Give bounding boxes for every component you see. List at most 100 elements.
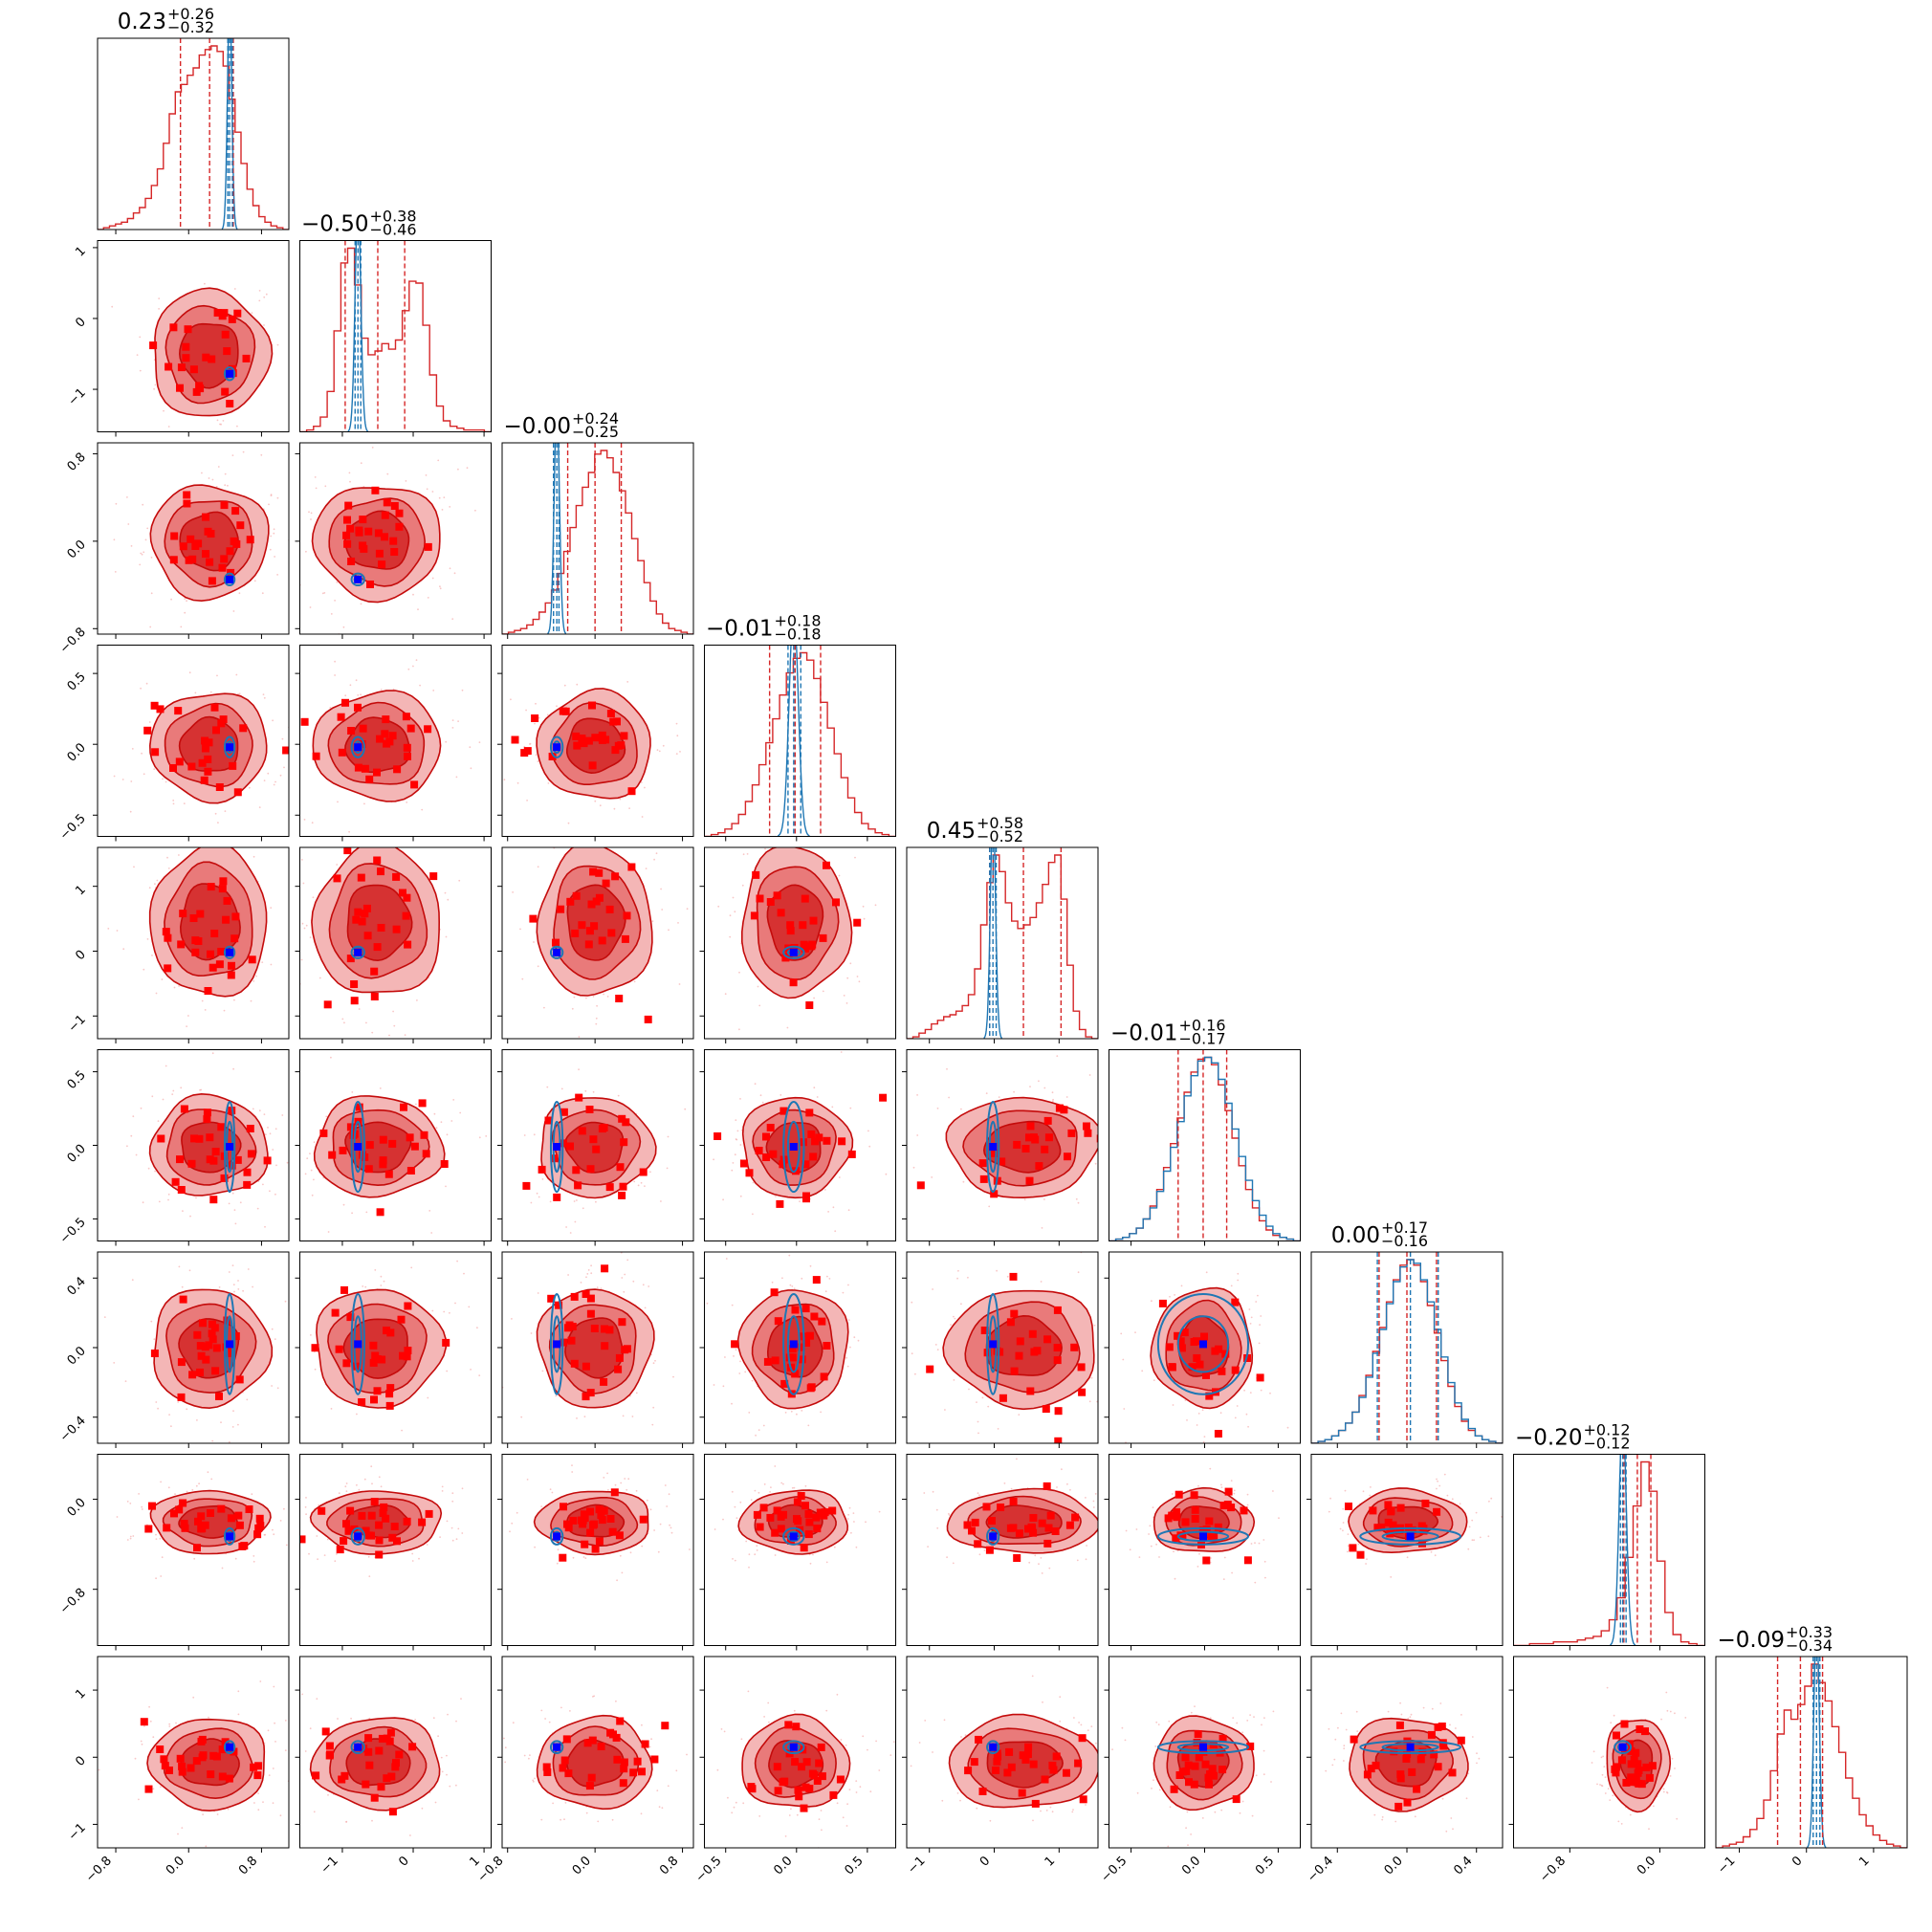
posterior-sample — [668, 1493, 670, 1496]
posterior-sample — [635, 1392, 638, 1394]
posterior-sample — [432, 690, 435, 692]
posterior-sample — [789, 1284, 792, 1286]
posterior-sample — [1174, 1577, 1176, 1580]
posterior-sample — [549, 1303, 552, 1305]
posterior-marker — [183, 499, 191, 508]
panel-content — [107, 847, 273, 1027]
posterior-sample — [406, 801, 408, 803]
posterior-sample — [270, 963, 273, 966]
posterior-sample — [1129, 1548, 1131, 1551]
posterior-sample — [739, 1195, 742, 1197]
posterior-sample — [154, 1170, 157, 1173]
posterior-marker — [392, 925, 401, 933]
posterior-marker — [999, 1394, 1007, 1402]
panel-title-value: −0.00 — [504, 414, 571, 439]
posterior-sample — [272, 1528, 274, 1531]
posterior-sample — [441, 1485, 444, 1488]
posterior-marker — [570, 1292, 579, 1301]
posterior-sample — [114, 571, 117, 573]
posterior-sample — [132, 1115, 135, 1118]
posterior-sample — [250, 999, 252, 1002]
posterior-sample — [261, 961, 264, 963]
posterior-sample — [1153, 1379, 1155, 1381]
posterior-sample — [217, 466, 220, 468]
posterior-sample — [216, 419, 219, 422]
posterior-sample — [1222, 1578, 1225, 1580]
posterior-sample — [509, 1530, 511, 1533]
posterior-marker — [828, 1506, 837, 1515]
posterior-sample — [852, 833, 854, 835]
posterior-marker — [377, 924, 385, 932]
panel-frame — [299, 240, 492, 432]
posterior-sample — [345, 1482, 348, 1484]
posterior-marker — [1060, 1106, 1068, 1114]
posterior-sample — [1113, 1343, 1115, 1345]
posterior-sample — [793, 1287, 796, 1290]
posterior-marker — [1009, 1497, 1018, 1505]
posterior-sample — [997, 1428, 999, 1430]
posterior-sample — [1248, 1308, 1251, 1310]
panel-3-0: −0.50.00.5 — [57, 645, 290, 843]
posterior-sample — [276, 1387, 279, 1390]
posterior-sample — [537, 965, 539, 968]
posterior-sample — [281, 737, 284, 740]
posterior-sample — [763, 1483, 766, 1485]
posterior-sample — [648, 1285, 650, 1287]
posterior-marker — [585, 927, 594, 935]
posterior-marker — [1084, 1129, 1092, 1137]
posterior-marker — [1053, 1344, 1062, 1351]
posterior-sample — [178, 854, 180, 856]
posterior-marker — [381, 730, 389, 738]
posterior-marker — [404, 1347, 412, 1354]
posterior-marker — [1028, 1329, 1037, 1338]
posterior-sample — [272, 1149, 274, 1151]
panel-title-upper: +0.58 — [977, 814, 1023, 832]
posterior-marker — [235, 1521, 244, 1529]
posterior-sample — [357, 845, 359, 846]
posterior-sample — [316, 1535, 318, 1537]
posterior-sample — [640, 781, 643, 783]
posterior-sample — [153, 768, 156, 770]
posterior-sample — [1125, 1529, 1128, 1532]
posterior-marker — [601, 1264, 609, 1273]
posterior-marker — [586, 1389, 595, 1397]
posterior-sample — [863, 917, 866, 920]
posterior-sample — [293, 946, 295, 948]
posterior-sample — [294, 920, 296, 922]
posterior-marker — [192, 387, 201, 396]
posterior-sample — [793, 1486, 796, 1489]
posterior-marker — [1029, 1528, 1038, 1537]
posterior-marker — [196, 1368, 204, 1376]
posterior-marker — [201, 1343, 209, 1351]
posterior-sample — [988, 1205, 991, 1208]
posterior-sample — [140, 687, 143, 690]
posterior-sample — [1051, 1091, 1054, 1094]
posterior-sample — [204, 282, 206, 285]
posterior-sample — [847, 800, 849, 801]
posterior-sample — [248, 786, 251, 789]
posterior-sample — [1013, 1090, 1015, 1093]
posterior-sample — [529, 742, 532, 745]
posterior-sample — [252, 855, 255, 858]
posterior-sample — [252, 1108, 254, 1110]
posterior-marker — [567, 1336, 576, 1345]
posterior-marker — [207, 950, 214, 958]
posterior-sample — [1152, 1506, 1154, 1508]
posterior-sample — [365, 1211, 368, 1214]
posterior-marker — [1043, 1335, 1052, 1344]
posterior-marker — [595, 868, 604, 877]
posterior-sample — [582, 1207, 584, 1210]
posterior-sample — [334, 660, 336, 663]
posterior-marker — [170, 532, 179, 540]
posterior-marker — [341, 698, 349, 707]
posterior-marker — [589, 1135, 598, 1144]
posterior-sample — [878, 1510, 881, 1513]
posterior-marker — [208, 1329, 216, 1338]
posterior-sample — [565, 1226, 567, 1228]
posterior-marker — [343, 847, 352, 855]
posterior-sample — [217, 822, 219, 823]
posterior-sample — [1180, 1284, 1183, 1287]
posterior-marker — [207, 1509, 214, 1517]
posterior-marker — [586, 1294, 595, 1303]
posterior-sample — [242, 1289, 245, 1292]
